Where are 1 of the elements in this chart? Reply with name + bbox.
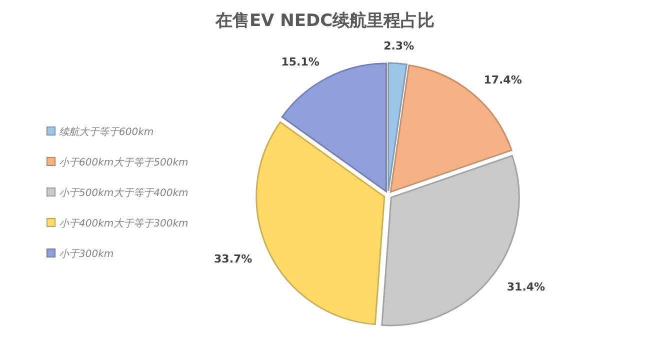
title: 在售EV NEDC续航里程占比 [215, 11, 435, 31]
